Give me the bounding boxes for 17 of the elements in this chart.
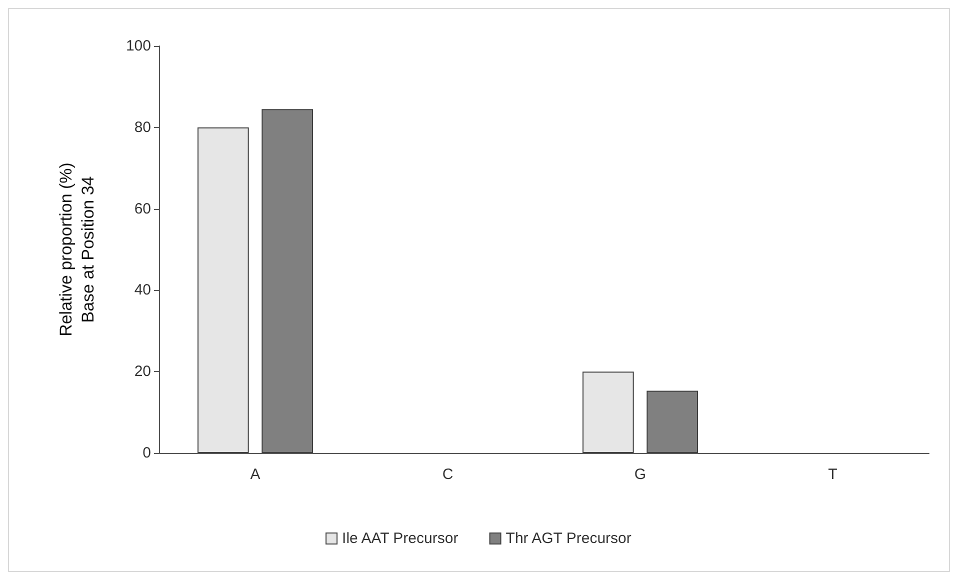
y-tick-label: 20: [134, 363, 151, 380]
y-tick-label: 40: [134, 282, 151, 299]
bar: [262, 109, 313, 453]
x-tick-label: A: [250, 466, 260, 483]
legend-label: Thr AGT Precursor: [506, 530, 632, 547]
bar: [646, 390, 698, 453]
x-tick-label: G: [634, 466, 646, 483]
bar: [198, 127, 249, 453]
legend-label: Ile AAT Precursor: [342, 530, 458, 547]
x-tick-label: T: [828, 466, 838, 483]
y-tick-label: 0: [142, 444, 151, 462]
x-tick-label: C: [442, 466, 454, 483]
y-tick-label: 100: [126, 38, 151, 54]
y-tick-label: 80: [134, 118, 151, 136]
y-axis-title: Relative proportion (%) Base at Position 34: [56, 162, 98, 336]
y-tick-label: 60: [134, 200, 151, 218]
bar: [582, 372, 634, 453]
